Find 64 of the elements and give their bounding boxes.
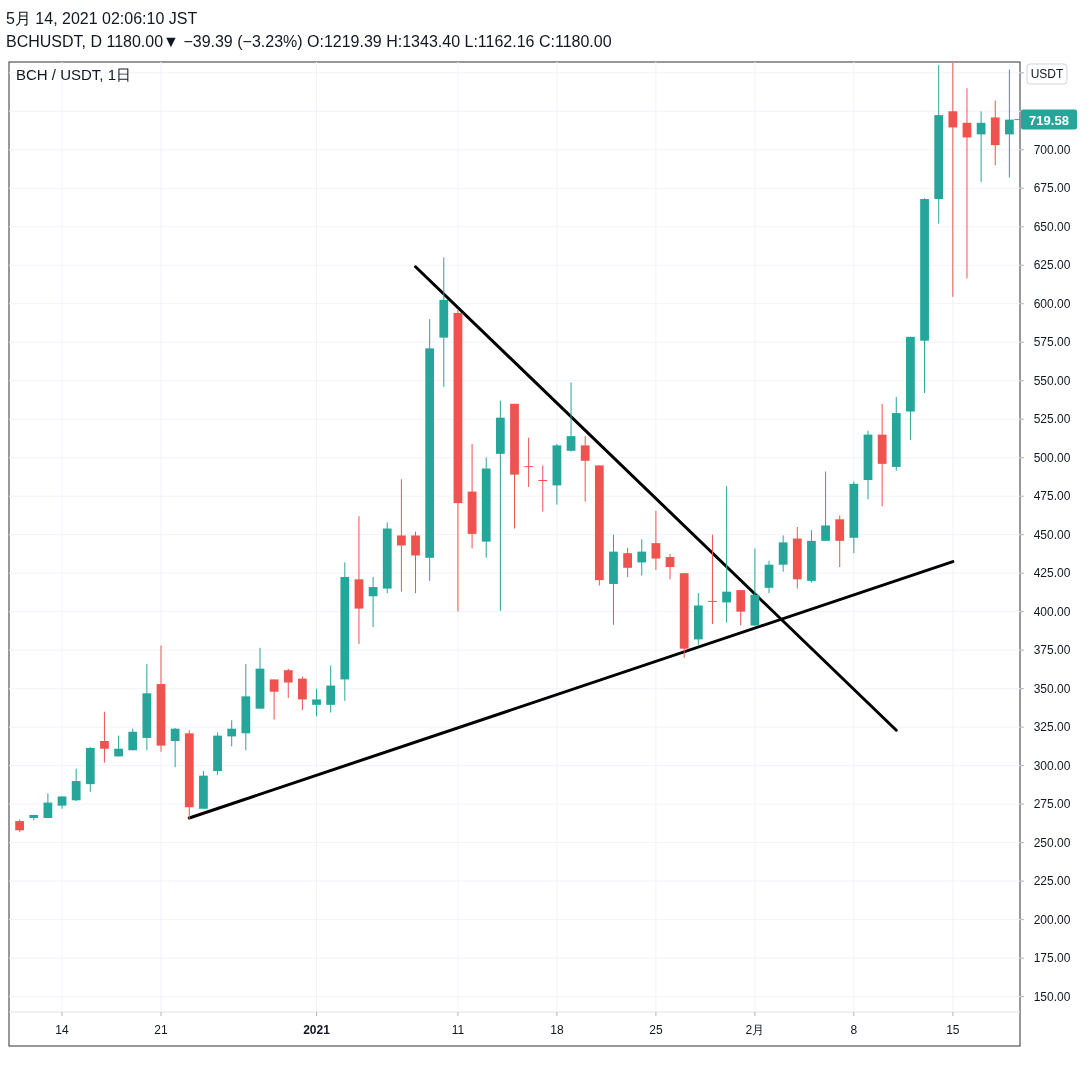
- y-tick-label: 625.00: [1033, 258, 1071, 273]
- x-tick-label: 8: [850, 1023, 858, 1037]
- candlestick: [821, 471, 830, 542]
- candlestick: [170, 727, 180, 768]
- candlestick: [326, 665, 336, 714]
- candlestick: [637, 538, 647, 576]
- y-tick-label: 400.00: [1033, 604, 1071, 619]
- y-tick-label: 500.00: [1033, 450, 1071, 465]
- y-tick-label: 250.00: [1033, 835, 1071, 850]
- text: 5月 14, 2021 02:06:10 JST: [6, 10, 198, 27]
- candlestick: [269, 678, 279, 720]
- candlestick: [948, 62, 958, 298]
- candlestick: [665, 553, 675, 580]
- candlestick: [778, 534, 788, 573]
- candlestick: [538, 464, 548, 513]
- text: USDT: [1030, 67, 1064, 81]
- candlestick: [566, 381, 576, 453]
- candlestick: [298, 675, 307, 711]
- candlestick: [722, 485, 731, 623]
- y-tick-label: 475.00: [1033, 489, 1071, 504]
- y-tick-label: 300.00: [1033, 758, 1071, 773]
- y-tick-label: 275.00: [1033, 797, 1071, 812]
- y-tick-label: 575.00: [1033, 335, 1071, 350]
- x-tick-label: 18: [550, 1023, 564, 1037]
- candlestick: [71, 768, 81, 802]
- candlestick: [227, 719, 237, 747]
- annotation: 719.58: [1029, 112, 1069, 128]
- y-tick-label: 675.00: [1033, 181, 1071, 196]
- candlestick: [736, 589, 746, 627]
- x-tick-label: 25: [649, 1023, 663, 1037]
- candlestick: [524, 437, 534, 488]
- text: BCHUSDT, D 1180.00▼ −39.39 (−3.23%) O:1219.39 H:1343.40 L:1162.16 C:1180.00: [6, 33, 612, 50]
- x-tick-label: 15: [946, 1023, 960, 1037]
- y-tick-label: 600.00: [1033, 296, 1071, 311]
- x-tick-label: 2021: [303, 1023, 331, 1037]
- candlestick: [397, 478, 406, 593]
- candlestick: [411, 531, 420, 594]
- candlestick: [764, 560, 774, 594]
- candlestick: [100, 711, 109, 764]
- candlestick: [623, 547, 632, 578]
- y-tick-label: 375.00: [1033, 643, 1071, 658]
- y-tick-label: 200.00: [1033, 912, 1071, 927]
- y-tick-label: 450.00: [1033, 527, 1071, 542]
- x-tick-label: 2月: [745, 1023, 765, 1037]
- y-tick-label: 525.00: [1033, 412, 1071, 427]
- y-tick-label: 550.00: [1033, 373, 1071, 388]
- candlestick: [835, 514, 845, 568]
- y-tick-label: 700.00: [1033, 142, 1071, 157]
- y-tick-label: 175.00: [1033, 951, 1071, 966]
- y-tick-label: 650.00: [1033, 219, 1071, 234]
- chart-title: BCH / USDT, 1日: [16, 66, 132, 83]
- x-tick-label: 11: [451, 1023, 465, 1037]
- candlestick: [708, 534, 717, 625]
- x-tick-label: 14: [55, 1023, 70, 1037]
- candlestick: [312, 688, 321, 717]
- candlestick: [580, 435, 590, 503]
- candlestick: [651, 510, 661, 571]
- x-tick-label: 21: [154, 1023, 168, 1037]
- y-tick-label: 150.00: [1033, 989, 1071, 1004]
- y-tick-label: 225.00: [1033, 874, 1071, 889]
- y-tick-label: 425.00: [1033, 566, 1071, 581]
- y-tick-label: 325.00: [1033, 720, 1071, 735]
- candlestick: [283, 668, 293, 699]
- y-tick-label: 350.00: [1033, 681, 1071, 696]
